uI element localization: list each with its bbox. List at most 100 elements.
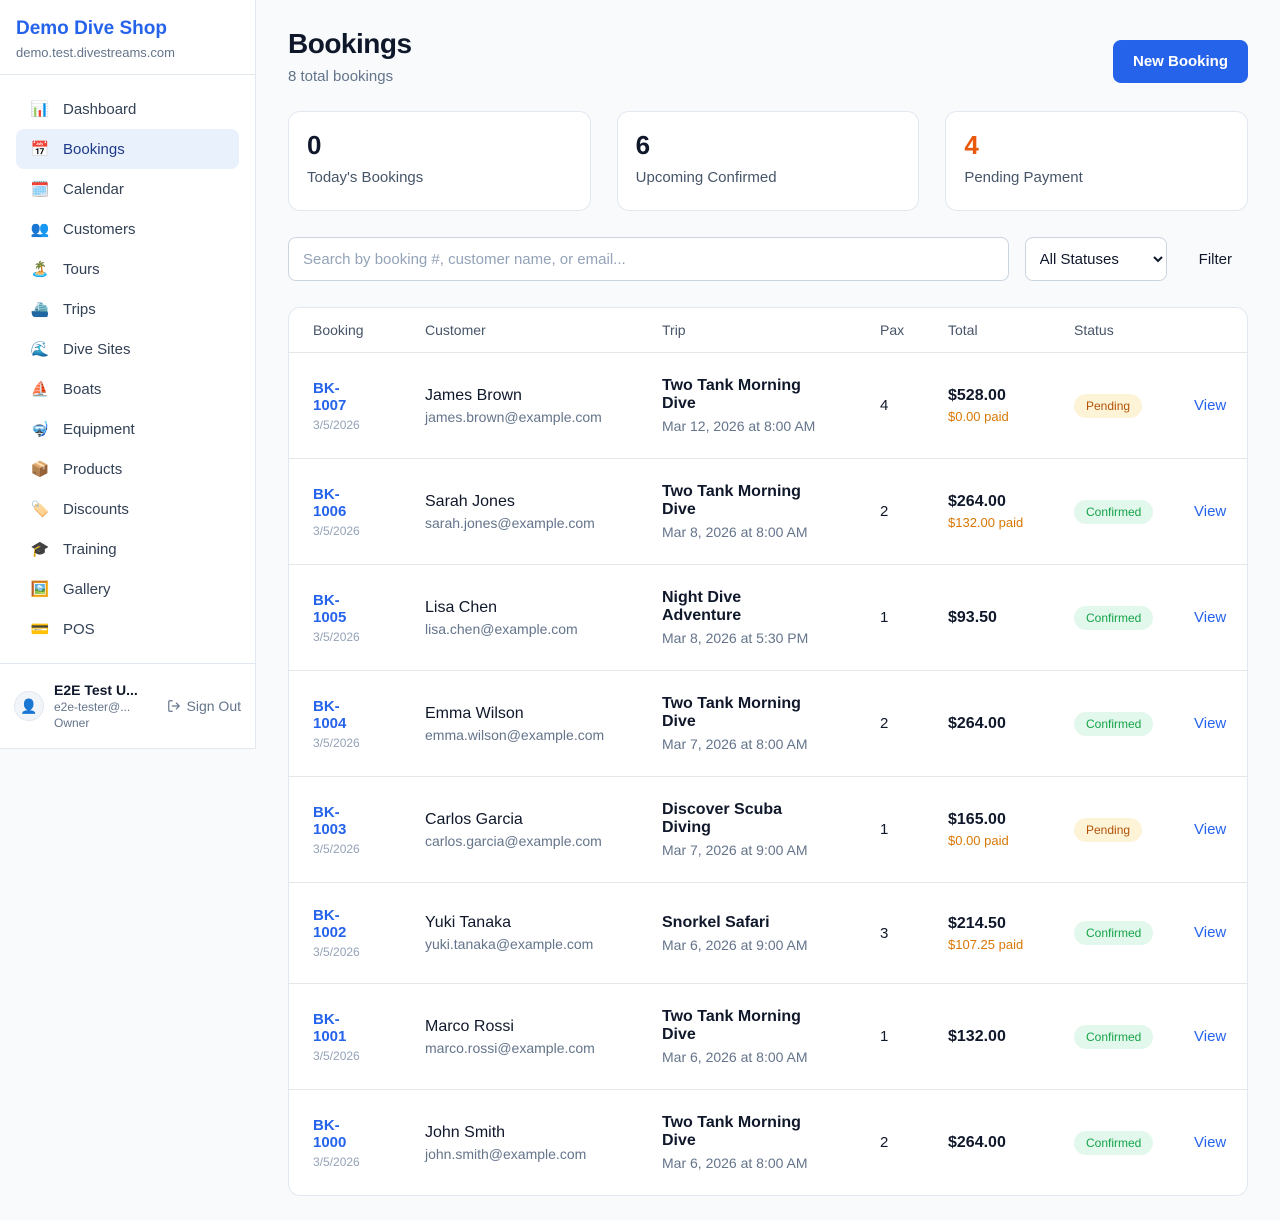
booking-id-link[interactable]: BK-1004 — [313, 697, 347, 732]
actions-cell: View — [1194, 373, 1234, 439]
booking-id-link[interactable]: BK-1002 — [313, 907, 347, 941]
total-cell: $214.50 $107.25 paid — [948, 891, 1074, 976]
customer-email: marco.rossi@example.com — [425, 1039, 595, 1056]
table-header: Booking Customer Trip Pax Total Status — [289, 308, 1247, 353]
customer-name: Lisa Chen — [425, 598, 498, 616]
trip-cell: Two Tank Morning Dive Mar 8, 2026 at 8:0… — [662, 459, 880, 564]
stat-value: 4 — [964, 130, 979, 160]
total-amount: $214.50 — [948, 914, 1006, 932]
total-cell: $93.50 — [948, 585, 1074, 651]
booking-id-link[interactable]: BK-1000 — [313, 1116, 347, 1151]
column-header-actions — [1194, 316, 1223, 344]
customer-cell: Lisa Chen lisa.chen@example.com — [425, 575, 662, 661]
booking-id-link[interactable]: BK-1006 — [313, 485, 347, 520]
actions-cell: View — [1194, 900, 1234, 966]
sign-out-button[interactable]: Sign Out — [167, 698, 241, 714]
sidebar-item-dive-sites[interactable]: 🌊 Dive Sites — [16, 329, 239, 369]
trip-cell: Night Dive Adventure Mar 8, 2026 at 5:30… — [662, 565, 880, 670]
table-row: BK-1004 3/5/2026 Emma Wilson emma.wilson… — [289, 671, 1247, 777]
status-filter-select[interactable]: All Statuses — [1024, 237, 1167, 281]
brand-domain: demo.test.divestreams.com — [16, 45, 175, 60]
booking-cell: BK-1004 3/5/2026 — [313, 674, 425, 774]
trip-cell: Two Tank Morning Dive Mar 12, 2026 at 8:… — [662, 353, 880, 458]
sidebar-item-tours[interactable]: 🏝️ Tours — [16, 249, 239, 289]
booking-id-link[interactable]: BK-1001 — [313, 1010, 347, 1045]
trip-name: Two Tank Morning Dive — [662, 695, 801, 730]
sidebar-item-equipment[interactable]: 🤿 Equipment — [16, 409, 239, 449]
view-link[interactable]: View — [1194, 502, 1227, 520]
paid-amount: $0.00 paid — [948, 409, 1009, 424]
sidebar-item-gallery[interactable]: 🖼️ Gallery — [16, 569, 239, 609]
logout-icon — [167, 700, 180, 712]
total-amount: $528.00 — [948, 387, 1006, 404]
view-link[interactable]: View — [1194, 608, 1227, 626]
view-link[interactable]: View — [1194, 714, 1227, 732]
customer-name: James Brown — [425, 386, 522, 404]
actions-cell: View — [1194, 691, 1234, 757]
stats-row: 0 Today's Bookings 6 Upcoming Confirmed … — [288, 111, 1248, 211]
page-header-text: Bookings 8 total bookings — [288, 28, 412, 85]
sidebar-divider — [0, 663, 255, 664]
pax-cell: 1 — [880, 609, 889, 626]
view-link[interactable]: View — [1194, 396, 1227, 414]
customer-name: Carlos Garcia — [425, 810, 523, 828]
booking-cell: BK-1002 3/5/2026 — [313, 883, 425, 983]
column-header-customer: Customer — [425, 322, 486, 338]
graduation-cap-icon: 🎓 — [30, 541, 50, 558]
sidebar-nav: 📊 Dashboard 📅 Bookings 🗓️ Calendar 👥 Cus… — [0, 75, 255, 663]
sidebar-item-label: Trips — [63, 300, 96, 318]
user-email: e2e-tester@... — [54, 700, 131, 714]
view-link[interactable]: View — [1194, 820, 1227, 838]
booking-id-link[interactable]: BK-1007 — [313, 379, 347, 414]
sidebar-item-trips[interactable]: ⛴️ Trips — [16, 289, 239, 329]
search-input[interactable] — [288, 237, 1009, 281]
trip-time: Mar 8, 2026 at 8:00 AM — [662, 524, 808, 540]
status-badge: Confirmed — [1074, 605, 1154, 630]
sidebar-item-dashboard[interactable]: 📊 Dashboard — [16, 89, 239, 129]
filter-button[interactable]: Filter — [1183, 251, 1248, 268]
tag-icon: 🏷️ — [30, 501, 50, 518]
customer-name: Yuki Tanaka — [425, 914, 511, 931]
actions-cell: View — [1194, 797, 1234, 863]
table-row: BK-1007 3/5/2026 James Brown james.brown… — [289, 353, 1247, 459]
table-row: BK-1005 3/5/2026 Lisa Chen lisa.chen@exa… — [289, 565, 1247, 671]
column-header-status: Status — [1074, 322, 1114, 338]
sidebar-item-customers[interactable]: 👥 Customers — [16, 209, 239, 249]
user-name: E2E Test U... — [54, 682, 138, 698]
sidebar-item-label: Tours — [63, 260, 100, 278]
sidebar-item-pos[interactable]: 💳 POS — [16, 609, 239, 649]
stat-card-upcoming-confirmed: 6 Upcoming Confirmed — [616, 111, 920, 211]
booking-date: 3/5/2026 — [313, 735, 360, 750]
total-cell: $264.00 — [948, 1110, 1074, 1176]
column-header-booking: Booking — [313, 322, 364, 338]
stat-value: 0 — [307, 130, 322, 160]
status-cell: Confirmed — [1074, 1107, 1194, 1179]
booking-id-link[interactable]: BK-1003 — [313, 803, 347, 838]
customer-cell: Yuki Tanaka yuki.tanaka@example.com — [425, 890, 662, 976]
stat-card-todays-bookings: 0 Today's Bookings — [288, 111, 591, 211]
status-badge: Confirmed — [1074, 1130, 1154, 1155]
total-amount: $264.00 — [948, 1133, 1006, 1151]
sidebar-item-label: Gallery — [63, 580, 111, 598]
sidebar-item-calendar[interactable]: 🗓️ Calendar — [16, 169, 239, 209]
trip-name: Two Tank Morning Dive — [662, 1008, 801, 1043]
sidebar-item-training[interactable]: 🎓 Training — [16, 529, 239, 569]
sidebar: Demo Dive Shop demo.test.divestreams.com… — [0, 0, 256, 749]
sidebar-item-discounts[interactable]: 🏷️ Discounts — [16, 489, 239, 529]
booking-cell: BK-1005 3/5/2026 — [313, 568, 425, 668]
total-cell: $165.00 $0.00 paid — [948, 787, 1074, 872]
view-link[interactable]: View — [1194, 1133, 1227, 1151]
new-booking-button[interactable]: New Booking — [1112, 40, 1248, 83]
sidebar-item-bookings[interactable]: 📅 Bookings — [16, 129, 239, 169]
booking-id-link[interactable]: BK-1005 — [313, 591, 347, 626]
customer-cell: Sarah Jones sarah.jones@example.com — [425, 469, 662, 555]
sidebar-item-boats[interactable]: ⛵ Boats — [16, 369, 239, 409]
sidebar-item-label: Customers — [63, 220, 136, 238]
trip-time: Mar 12, 2026 at 8:00 AM — [662, 418, 816, 434]
status-cell: Confirmed — [1074, 476, 1194, 548]
view-link[interactable]: View — [1194, 924, 1227, 941]
view-link[interactable]: View — [1194, 1027, 1227, 1045]
actions-cell: View — [1194, 1110, 1234, 1176]
sidebar-item-products[interactable]: 📦 Products — [16, 449, 239, 489]
status-badge: Pending — [1074, 817, 1143, 842]
